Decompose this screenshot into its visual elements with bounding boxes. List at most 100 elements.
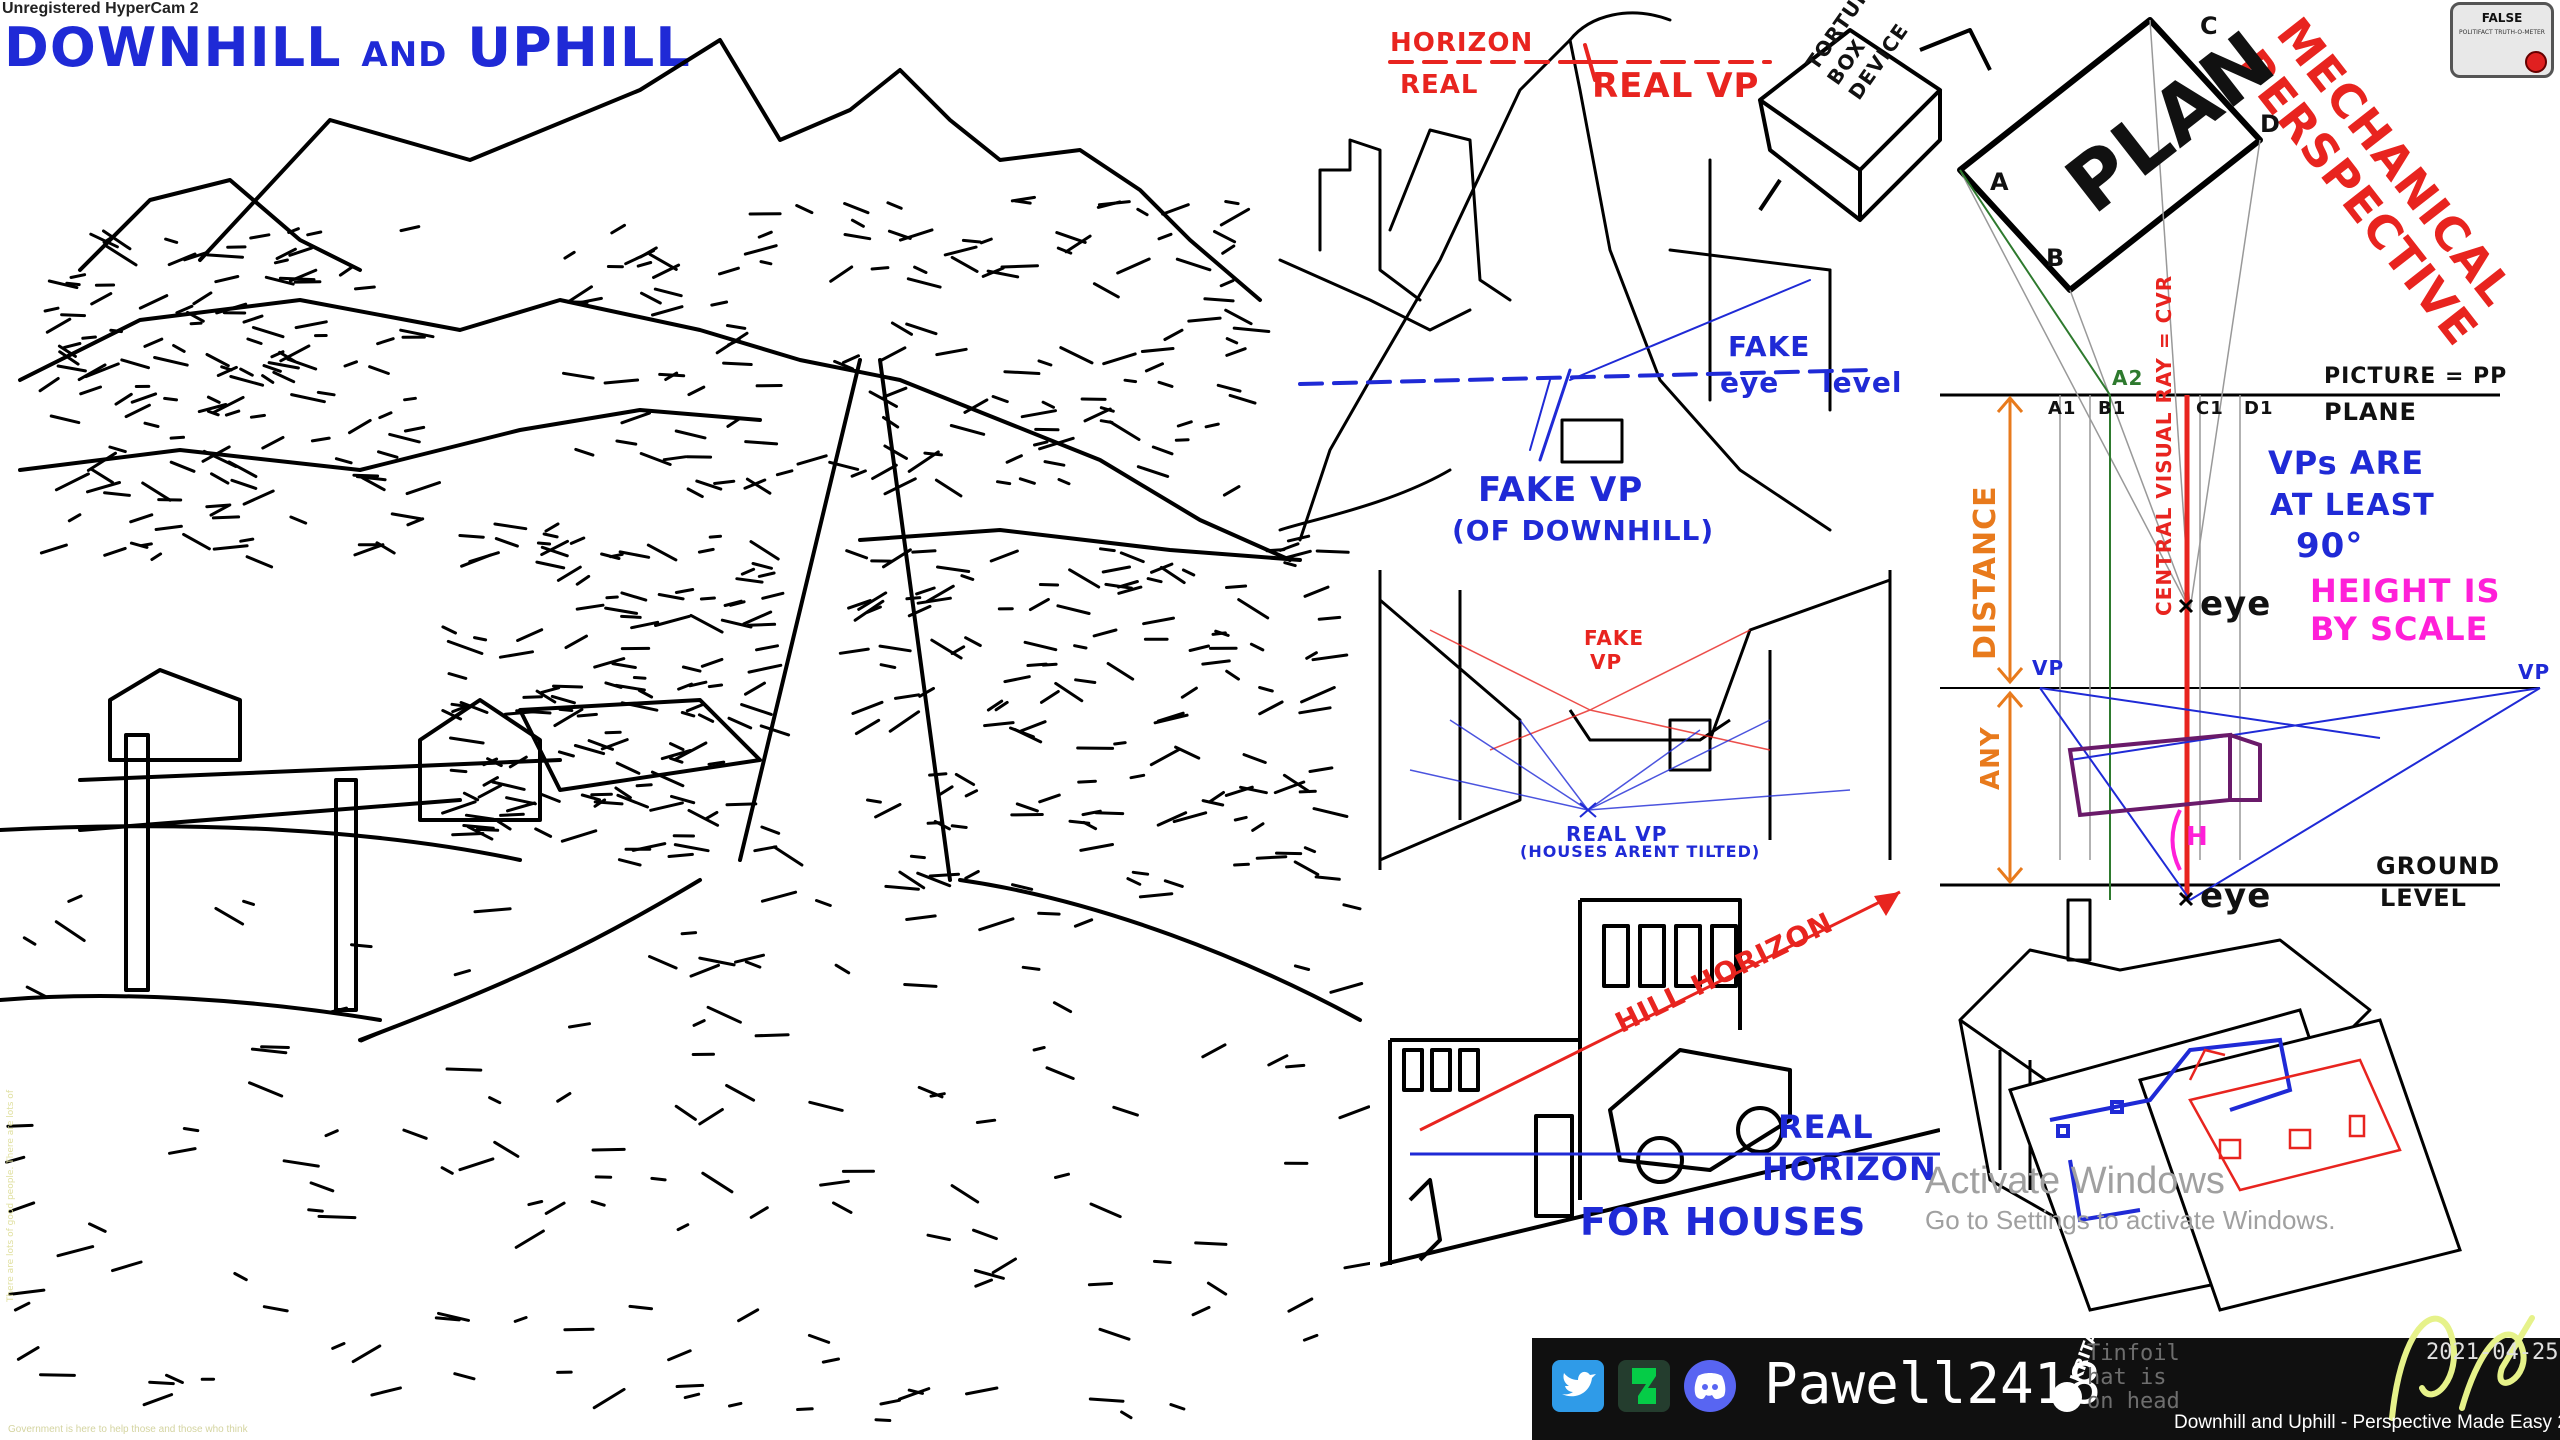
hatch-stroke (189, 321, 203, 326)
hatch-stroke (473, 907, 512, 914)
hatch-stroke (648, 955, 678, 970)
hatch-stroke (1317, 615, 1342, 621)
hatch-stroke (720, 618, 753, 629)
hatch-stroke (102, 229, 132, 251)
mechanical-perspective-diagram (1940, 17, 2541, 907)
hatch-stroke (1201, 799, 1225, 807)
hatch-stroke (1298, 706, 1332, 715)
hatch-stroke (727, 716, 753, 730)
hatch-stroke (657, 593, 685, 601)
hatch-stroke (1157, 232, 1173, 241)
hatch-stroke (202, 449, 238, 468)
hatch-stroke (573, 744, 606, 756)
hatch-stroke (866, 798, 882, 804)
hatch-stroke (673, 741, 708, 762)
hatch-stroke (316, 390, 336, 397)
hatch-stroke (1159, 565, 1186, 585)
hatch-stroke (973, 1269, 1005, 1280)
hatch-stroke (538, 792, 561, 803)
hatch-stroke (1285, 1063, 1306, 1069)
hatch-stroke (1054, 681, 1084, 703)
hatch-stroke (850, 218, 865, 228)
hatch-stroke (989, 549, 1019, 563)
hatch-stroke (753, 845, 778, 853)
hatch-stroke (186, 310, 205, 323)
hatch-stroke (620, 614, 642, 619)
hatch-stroke (934, 478, 963, 498)
hatch-stroke (1176, 420, 1193, 428)
hatch-stroke (307, 1208, 324, 1213)
hatch-stroke (637, 689, 654, 699)
hatch-stroke (1077, 779, 1097, 784)
hatch-stroke (1174, 438, 1190, 442)
label-a1: A1 (2048, 398, 2077, 419)
hatch-stroke (169, 460, 196, 473)
hatch-stroke (576, 712, 598, 718)
hatch-stroke (242, 489, 275, 506)
deviantart-icon[interactable] (1618, 1360, 1670, 1412)
hatch-stroke (89, 232, 119, 249)
hatch-stroke (505, 796, 537, 806)
hatch-stroke (446, 639, 484, 655)
hatch-stroke (1258, 686, 1274, 693)
label-vp-right: VP (2518, 660, 2551, 684)
hatch-stroke (620, 411, 651, 425)
hatch-stroke (593, 657, 626, 669)
hatch-stroke (722, 361, 753, 366)
hatch-stroke (664, 371, 679, 381)
hatch-stroke (540, 686, 561, 694)
hatch-stroke (704, 810, 719, 821)
hatch-stroke (745, 477, 772, 495)
hatch-stroke (689, 613, 724, 634)
hatch-stroke (1054, 1172, 1070, 1179)
hatch-stroke (108, 445, 127, 454)
hatch-stroke (735, 577, 764, 584)
hatch-stroke (660, 749, 692, 761)
hatch-stroke (1302, 1333, 1319, 1342)
hatch-stroke (57, 344, 77, 358)
hatch-stroke (491, 780, 526, 791)
hatch-stroke (603, 378, 640, 385)
label-h: H (2186, 822, 2209, 852)
hatch-stroke (868, 390, 898, 408)
hatch-stroke (604, 606, 639, 615)
hatch-stroke (706, 1005, 742, 1024)
hatch-stroke (459, 701, 489, 714)
hatch-stroke (1040, 690, 1060, 704)
hatch-stroke (710, 300, 729, 307)
hatch-stroke (1315, 549, 1350, 554)
hatch-stroke (368, 365, 390, 375)
stream-date: 2021-04-25 (2426, 1340, 2559, 1365)
hatch-stroke (974, 1278, 993, 1288)
label-distance: DISTANCE (1968, 485, 2003, 660)
hatch-stroke (390, 512, 423, 521)
hatch-stroke (847, 599, 872, 610)
hatch-stroke (56, 364, 87, 373)
hatch-stroke (1169, 1403, 1186, 1411)
hatch-stroke (1119, 551, 1145, 564)
hatch-stroke (482, 776, 499, 787)
hatch-stroke (473, 636, 488, 642)
hatch-stroke (273, 258, 289, 265)
height-note-1: HEIGHT IS (2310, 572, 2501, 610)
hatch-stroke (163, 396, 178, 402)
hatch-stroke (707, 760, 726, 766)
twitter-bird-glyph (1562, 1371, 1596, 1397)
hatch-stroke (918, 686, 935, 698)
hatch-stroke (494, 537, 519, 548)
hatch-stroke (1123, 378, 1138, 384)
hatch-stroke (250, 1047, 288, 1055)
hatch-stroke (317, 1214, 357, 1220)
hatch-stroke (1104, 582, 1133, 590)
activate-windows-notice: Activate Windows Go to Settings to activ… (1925, 1160, 2335, 1236)
hatch-stroke (167, 252, 197, 267)
hatch-stroke (278, 276, 316, 282)
discord-icon[interactable] (1684, 1360, 1736, 1412)
hatch-stroke (153, 356, 189, 367)
hatch-stroke (1275, 851, 1303, 856)
twitter-icon[interactable] (1552, 1360, 1604, 1412)
hatch-stroke (249, 233, 271, 240)
hatch-stroke (569, 536, 586, 545)
hatch-stroke (550, 694, 576, 705)
hatch-stroke (1219, 207, 1251, 227)
